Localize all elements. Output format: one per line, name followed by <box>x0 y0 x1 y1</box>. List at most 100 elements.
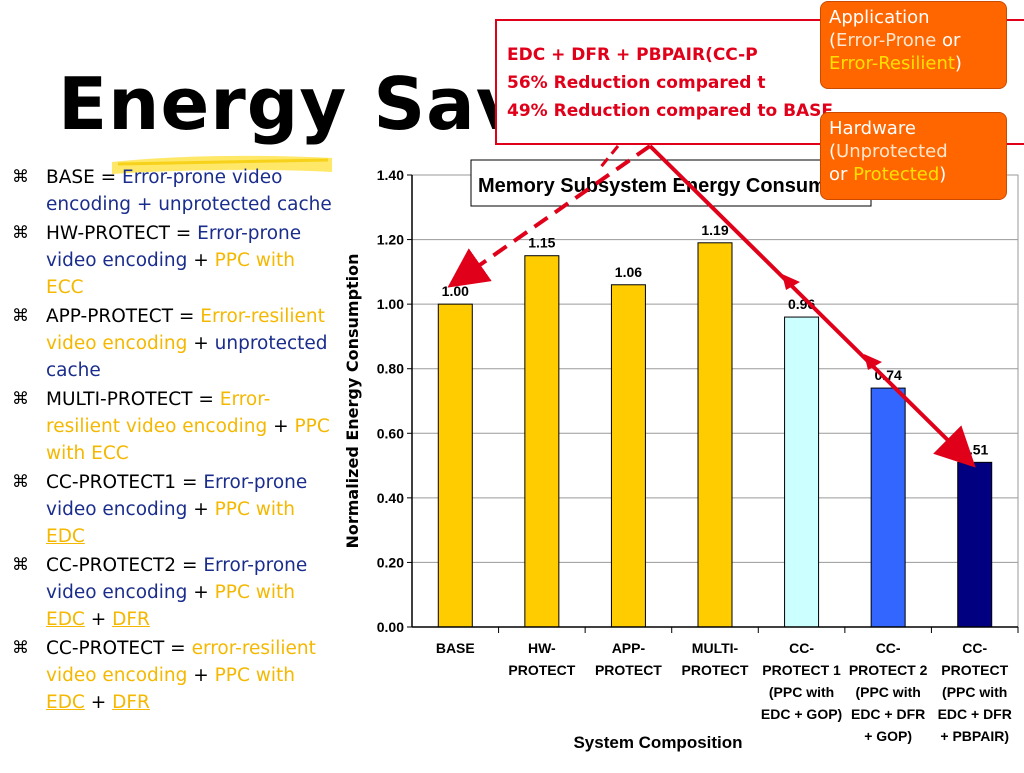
bullet-text: + <box>84 692 113 713</box>
bullet-item: ⌘ HW-PROTECT = Error-prone video encoding… <box>8 220 338 301</box>
bullet-text: + <box>187 250 215 271</box>
bar <box>784 316 820 628</box>
bullet-icon: ⌘ <box>12 223 29 243</box>
hardware-open: ( <box>829 141 837 162</box>
bullet-text: PPC with <box>214 582 295 603</box>
arrowhead-mid-2 <box>864 354 882 370</box>
bullet-icon: ⌘ <box>12 472 29 492</box>
x-tick-label: PROTECT <box>941 662 1008 678</box>
x-tick-label: EDC + DFR <box>938 706 1012 722</box>
y-tick-label: 0.20 <box>377 554 404 570</box>
bar <box>870 387 906 628</box>
application-open: ( <box>829 30 837 51</box>
application-close: ) <box>954 53 962 74</box>
bullet-text: Error-resilient video encoding <box>46 389 271 437</box>
x-tick-label: APP- <box>612 640 646 656</box>
energy-chart: 0.00 0.20 0.40 0.60 0.80 1.00 1.20 1.40 1.00 BASE… <box>338 150 1024 768</box>
value-label: 1.19 <box>701 222 728 238</box>
bar <box>957 461 993 628</box>
x-tick-label: MULTI- <box>692 640 739 656</box>
bullet-text: DFR <box>112 692 150 713</box>
bullet-text: PPC with <box>214 499 295 520</box>
chart-svg: 0.000.200.400.600.801.001.201.401.00BASE… <box>343 159 1019 752</box>
callout-line-2: 56% Reduction compared t <box>507 73 766 93</box>
x-tick-label: BASE <box>436 640 475 656</box>
arrow-to-cc-protect2 <box>598 145 620 169</box>
bullet-text: Error-resilient video encoding <box>46 306 325 354</box>
bullet-text: PPC with ECC <box>46 416 330 464</box>
bullet-text: DFR <box>112 609 150 630</box>
bullet-label: BASE = <box>46 167 123 188</box>
y-tick-label: 0.00 <box>377 619 404 635</box>
y-tick-label: 1.00 <box>377 296 404 312</box>
x-tick-label: CC- <box>789 640 814 656</box>
application-title: Application <box>829 7 930 28</box>
x-tick-label: PROTECT <box>508 662 575 678</box>
hardware-unprotected: Unprotected <box>836 141 948 162</box>
bullet-text: + <box>187 499 215 520</box>
bullet-icon: ⌘ <box>12 306 29 326</box>
bullet-item: ⌘ CC-PROTECT1 = Error-prone video encodin… <box>8 469 338 550</box>
x-tick-label: PROTECT <box>682 662 749 678</box>
bullet-icon: ⌘ <box>12 389 29 409</box>
bullet-item: ⌘ CC-PROTECT2 = Error-prone video encodin… <box>8 552 338 633</box>
definition-list: ⌘ BASE = Error-prone video encoding + unp… <box>8 164 338 718</box>
x-tick-label: CC- <box>962 640 987 656</box>
application-error-resilient: Error-Resilient <box>829 53 955 74</box>
bullet-text: Error-prone video encoding <box>46 472 308 520</box>
bullet-item: ⌘ CC-PROTECT = error-resilient video enco… <box>8 635 338 716</box>
hardware-protected: Protected <box>853 164 940 185</box>
bullet-label: CC-PROTECT2 = <box>46 555 204 576</box>
bullet-icon: ⌘ <box>12 167 29 187</box>
bullet-item: ⌘ APP-PROTECT = Error-resilient video enc… <box>8 303 338 384</box>
bullet-item: ⌘ MULTI-PROTECT = Error-resilient video e… <box>8 386 338 467</box>
x-tick-label: PROTECT <box>595 662 662 678</box>
y-axis-label: Normalized Energy Consumption <box>343 253 362 548</box>
bar <box>437 303 473 628</box>
bullet-text: + <box>187 333 215 354</box>
x-tick-label: + GOP) <box>864 728 912 744</box>
value-label: 0.74 <box>875 367 902 383</box>
bar <box>524 255 560 628</box>
x-tick-label: PROTECT 2 <box>849 662 928 678</box>
value-label: 1.06 <box>615 264 642 280</box>
bullet-icon: ⌘ <box>12 638 29 658</box>
x-tick-label: HW- <box>528 640 556 656</box>
bullet-text: PPC with <box>214 665 295 686</box>
bullet-text: EDC <box>46 609 85 630</box>
bullet-text: unprotected cache <box>46 333 328 381</box>
value-label: 1.15 <box>528 235 555 251</box>
y-tick-label: 1.20 <box>377 232 404 248</box>
x-tick-label: PROTECT 1 <box>762 662 841 678</box>
x-tick-label: (PPC with <box>942 684 1007 700</box>
y-tick-label: 1.40 <box>377 167 404 183</box>
arrow-to-cc-protect <box>648 144 976 468</box>
application-callout: Application (Error-Prone or Error-Resili… <box>820 1 1007 89</box>
bullet-label: CC-PROTECT1 = <box>46 472 204 493</box>
hardware-callout: Hardware (Unprotected or Protected) <box>820 112 1007 200</box>
y-tick-label: 0.40 <box>377 490 404 506</box>
bullet-text: PPC with ECC <box>46 250 295 298</box>
bullet-text: Error-prone video encoding + unprotected… <box>46 167 332 215</box>
bullet-label: APP-PROTECT = <box>46 306 201 327</box>
bullet-text: EDC <box>46 692 85 713</box>
bullet-text: error-resilient video encoding <box>46 638 316 686</box>
bullet-label: MULTI-PROTECT = <box>46 389 220 410</box>
bullet-text: Error-prone video encoding <box>46 555 308 603</box>
x-axis-label: System Composition <box>573 733 742 752</box>
bar <box>610 284 646 628</box>
slide-title: Energy Sav <box>58 62 524 146</box>
bullet-text: + <box>187 665 215 686</box>
hardware-title: Hardware <box>829 118 916 139</box>
application-error-prone: Error-Prone <box>836 30 937 51</box>
application-or: or <box>936 30 961 51</box>
callout-line-3: 49% Reduction compared to BASE <box>507 101 834 121</box>
bullet-text: + <box>267 416 295 437</box>
chart-title: Memory Subsystem Energy Consum <box>478 175 826 197</box>
y-tick-label: 0.60 <box>377 425 404 441</box>
x-tick-label: EDC + DFR <box>851 706 925 722</box>
bullet-text: + <box>187 582 215 603</box>
bullet-text: EDC <box>46 526 85 547</box>
arrowhead-mid-1 <box>782 274 800 290</box>
